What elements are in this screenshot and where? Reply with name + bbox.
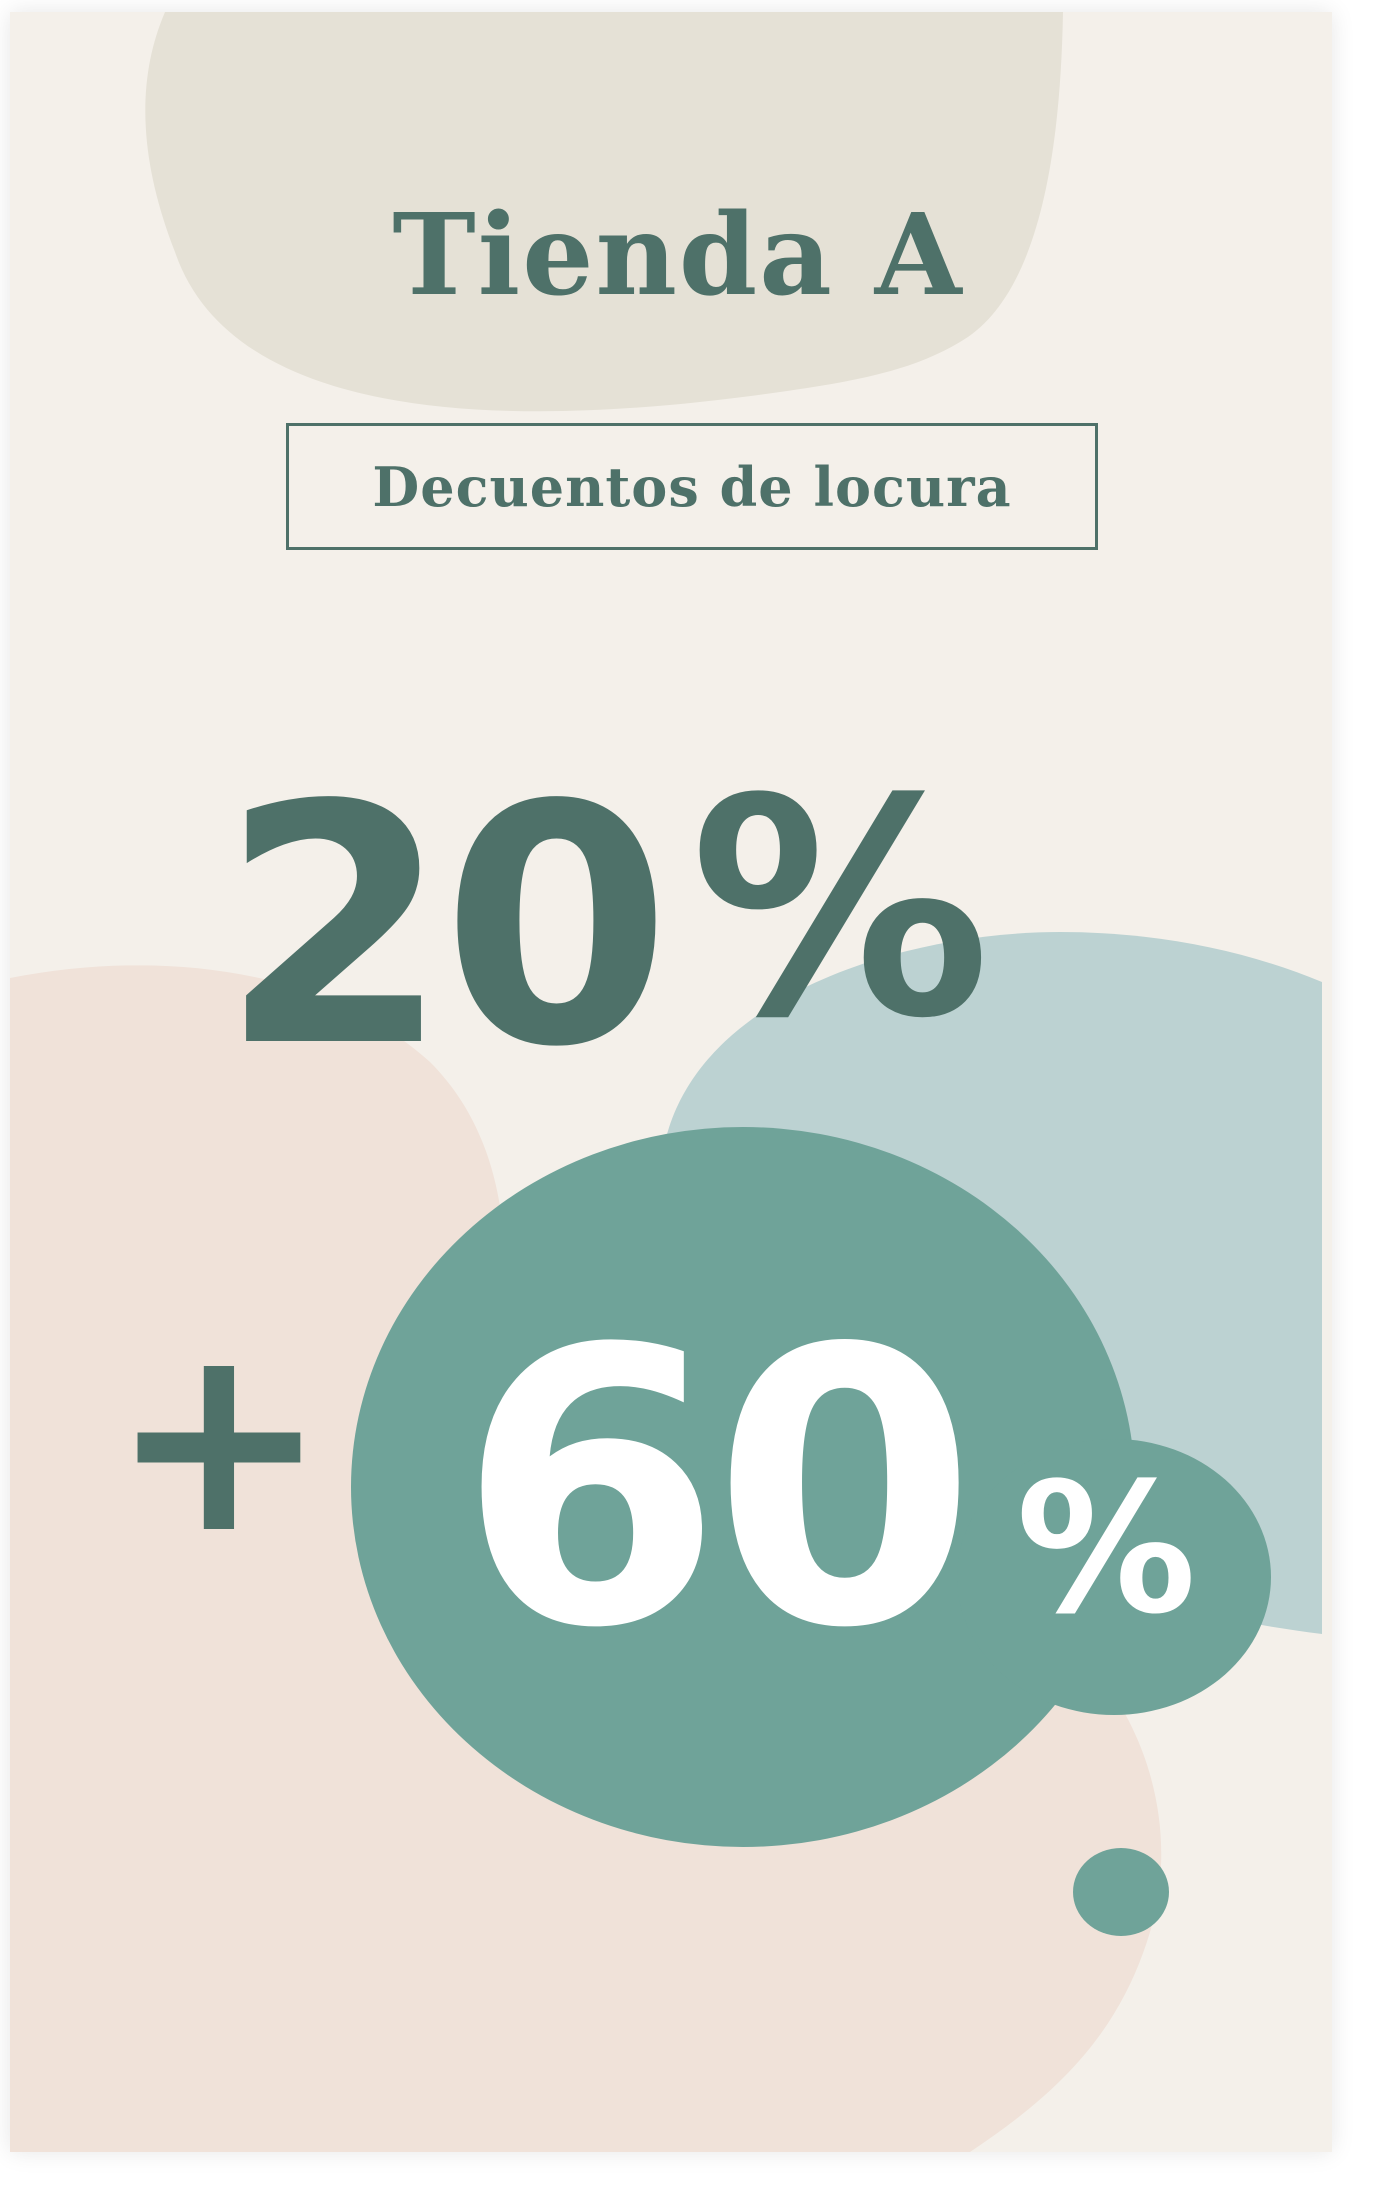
primary-discount-value: 20 [220,735,671,1119]
subtitle-text: Decuentos de locura [372,454,1012,519]
top-beige-blob [145,12,1063,412]
subtitle-frame: Decuentos de locura [286,423,1098,550]
plus-sign: + [110,1289,328,1591]
right-teal-bump [957,1439,1271,1715]
main-teal-circle [351,1127,1135,1847]
background-shapes [10,12,1322,2152]
poster-card [10,12,1332,2152]
primary-discount-percent: % [690,735,991,1084]
secondary-discount-percent: % [1016,1445,1197,1654]
small-teal-dot [1073,1848,1169,1936]
secondary-discount-value: 60 [458,1268,977,1711]
store-title: Tienda A [392,190,964,321]
